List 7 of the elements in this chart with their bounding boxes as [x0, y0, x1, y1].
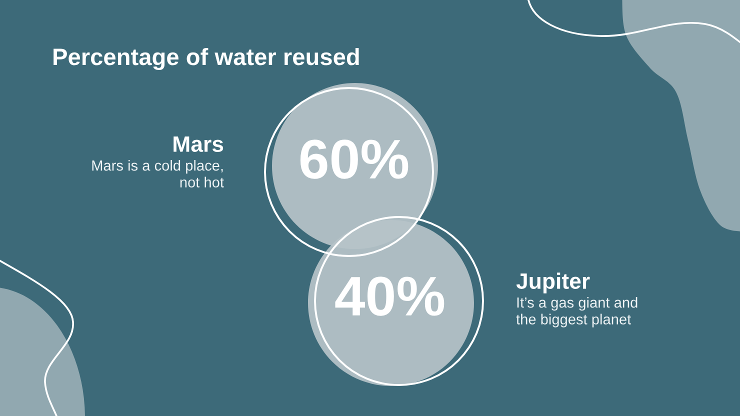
text: It’s a gas giant and the biggest planet — [516, 297, 638, 328]
data-label: 60% — [300, 140, 408, 179]
data-label: 40% — [335, 276, 444, 316]
category-label: Jupiter — [516, 272, 590, 294]
text: Percentage of water reused — [54, 48, 359, 70]
text: Mars is a cold place, not hot — [92, 160, 224, 188]
category-label: Mars — [174, 136, 224, 152]
